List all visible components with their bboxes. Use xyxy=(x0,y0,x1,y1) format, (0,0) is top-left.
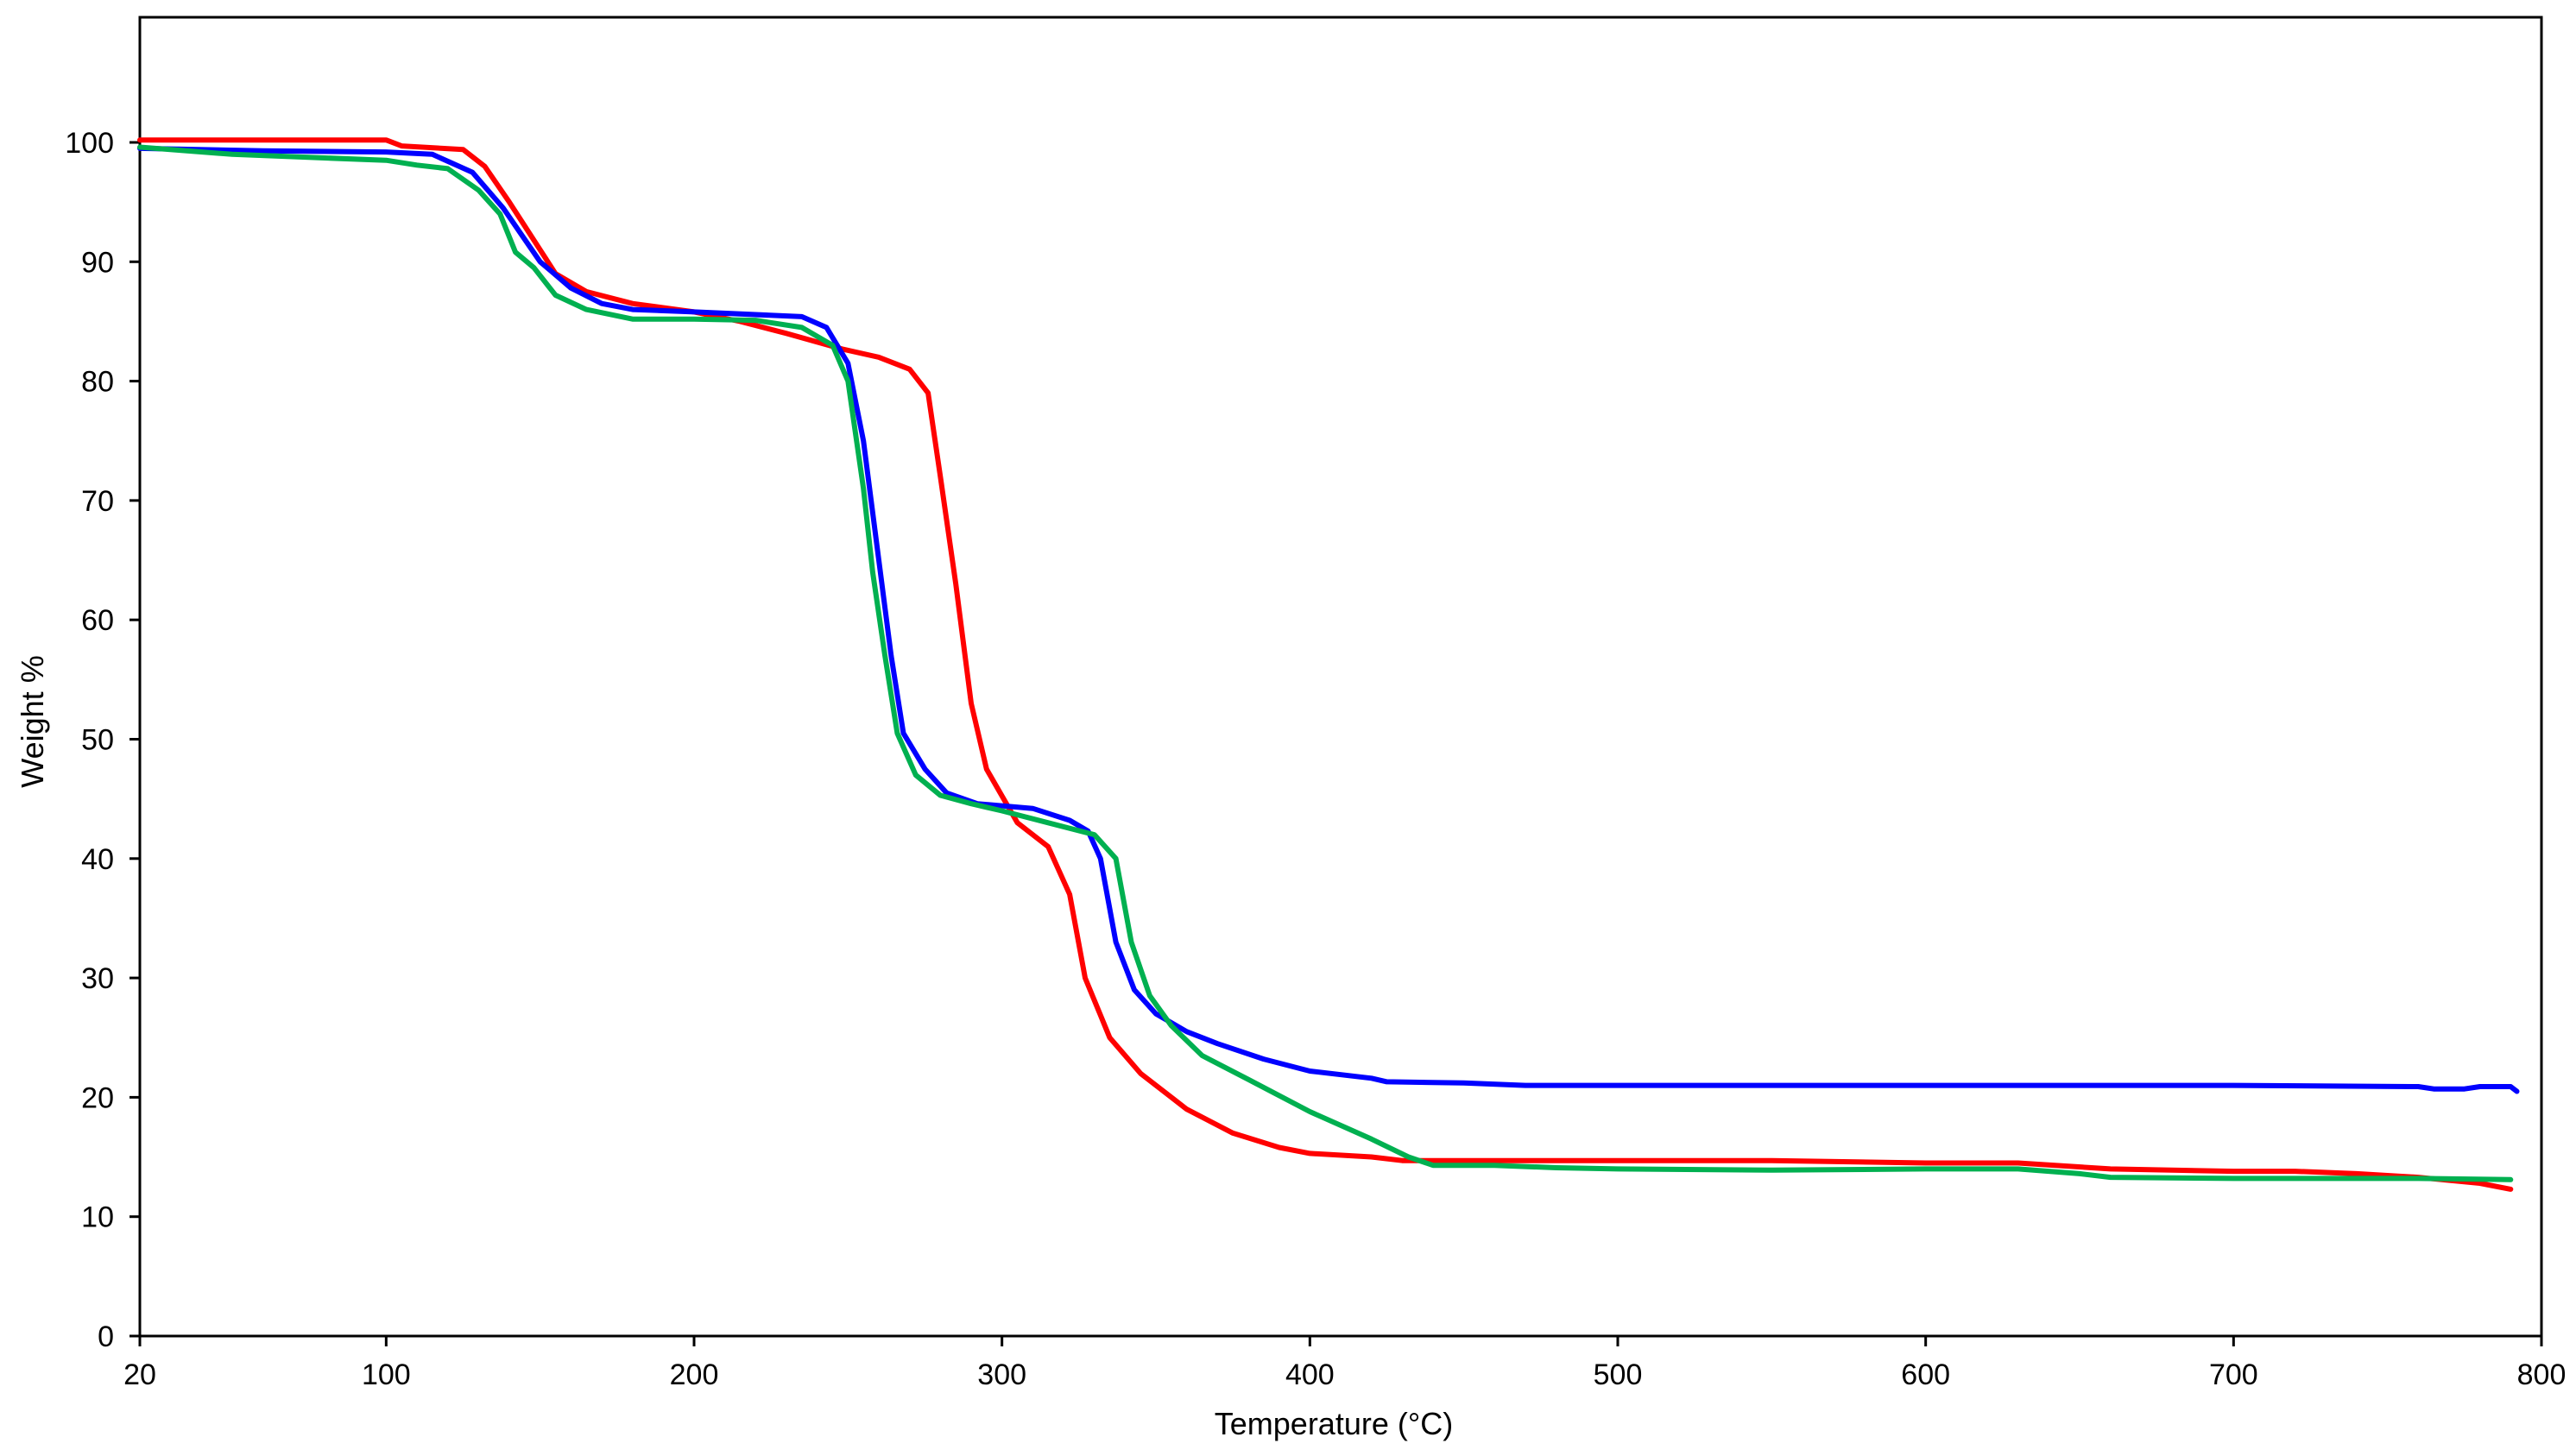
x-tick-label: 700 xyxy=(2209,1358,2258,1391)
x-tick-label: 200 xyxy=(670,1358,719,1391)
y-tick-label: 60 xyxy=(81,604,114,637)
y-tick-label: 40 xyxy=(81,843,114,876)
plot-area-frame xyxy=(138,16,2543,1338)
series-line-3 xyxy=(137,144,2514,1182)
y-tick-label: 70 xyxy=(81,485,114,518)
x-tick-label: 400 xyxy=(1285,1358,1335,1391)
x-tick-label: 800 xyxy=(2517,1358,2567,1391)
series-line-2 xyxy=(137,145,2520,1094)
y-tick-label: 90 xyxy=(81,246,114,279)
y-tick-label: 30 xyxy=(81,962,114,995)
x-tick-label: 100 xyxy=(362,1358,411,1391)
x-tick-label: 600 xyxy=(1901,1358,1950,1391)
data-series xyxy=(137,137,2520,1192)
y-tick-label: 10 xyxy=(81,1201,114,1234)
x-tick-label: 500 xyxy=(1594,1358,1643,1391)
y-tick-label: 0 xyxy=(98,1320,114,1353)
y-tick-label: 100 xyxy=(65,127,114,160)
axis-ticks: 0 10 20 30 40 50 60 70 80 90 100 20 100 200 300 400 500 6… xyxy=(65,127,2566,1391)
y-axis-title: Weight % xyxy=(15,655,50,787)
x-tick-label: 300 xyxy=(977,1358,1026,1391)
y-tick-label: 50 xyxy=(81,724,114,757)
y-tick-label: 20 xyxy=(81,1081,114,1114)
series-line-1 xyxy=(137,137,2514,1192)
x-axis-title: Temperature (°C) xyxy=(1215,1406,1453,1441)
x-tick-label: 20 xyxy=(123,1358,156,1391)
y-tick-label: 80 xyxy=(81,366,114,399)
